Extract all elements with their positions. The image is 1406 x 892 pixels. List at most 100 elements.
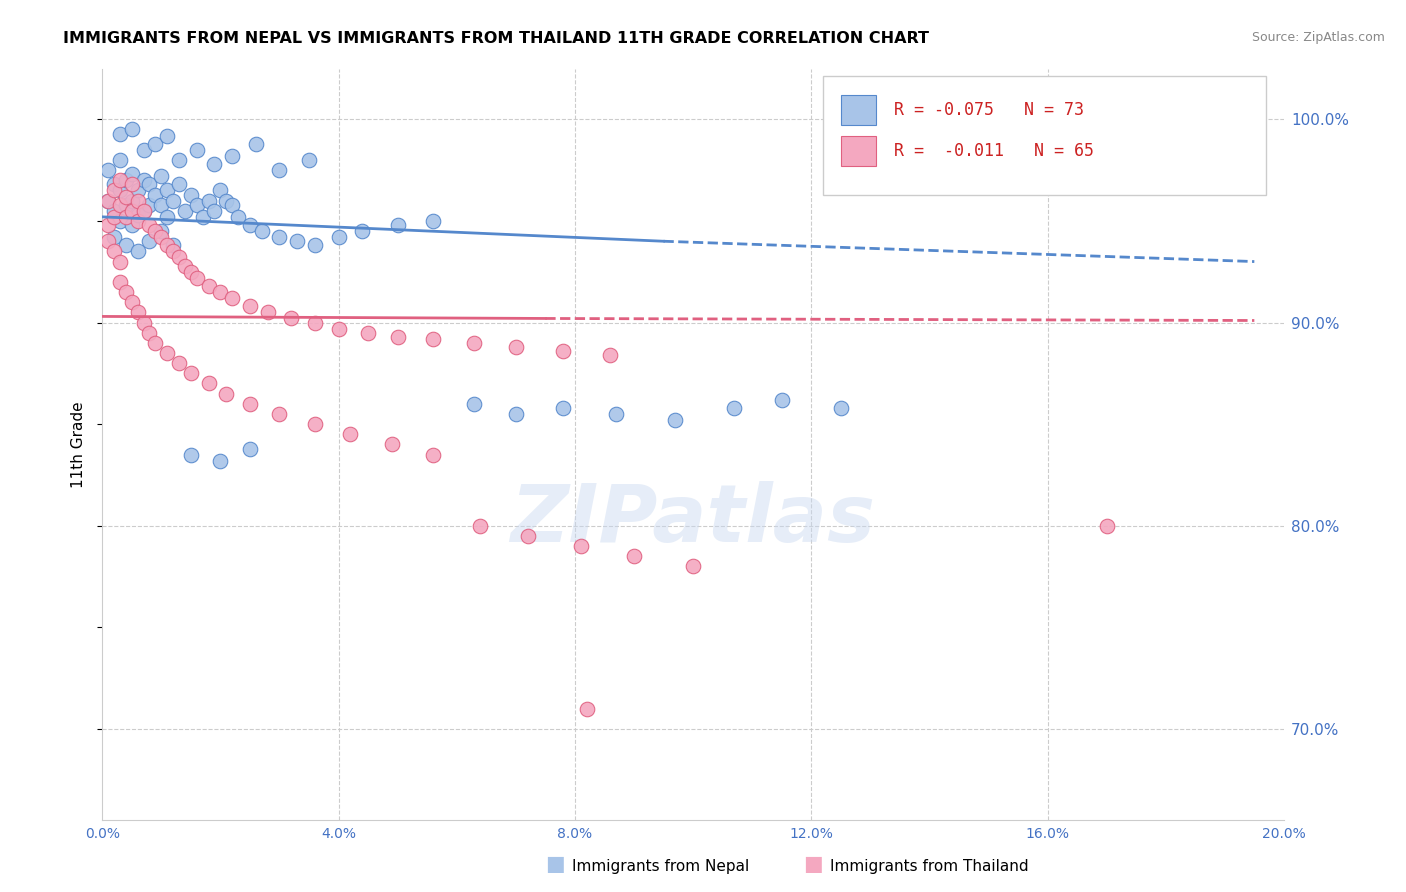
Point xyxy=(280,311,302,326)
Point xyxy=(180,448,202,462)
Point xyxy=(470,518,492,533)
Bar xyxy=(841,95,876,125)
Point xyxy=(145,224,167,238)
Point xyxy=(422,448,444,462)
Point xyxy=(174,259,197,273)
Point xyxy=(127,184,149,198)
Point xyxy=(156,210,179,224)
Point xyxy=(121,122,143,136)
Point xyxy=(167,356,190,370)
Point xyxy=(186,197,208,211)
Point xyxy=(167,251,190,265)
Point xyxy=(138,197,160,211)
Point xyxy=(115,238,138,252)
Point xyxy=(162,244,184,259)
Point xyxy=(245,136,267,151)
Point xyxy=(97,194,120,208)
Point xyxy=(103,244,125,259)
Text: Immigrants from Thailand: Immigrants from Thailand xyxy=(830,859,1028,874)
Point xyxy=(145,335,167,350)
Point xyxy=(339,427,361,442)
Point xyxy=(127,244,149,259)
Point xyxy=(108,275,131,289)
Point xyxy=(239,397,262,411)
Point xyxy=(150,169,173,184)
Point xyxy=(108,153,131,167)
Point xyxy=(664,413,686,427)
Point xyxy=(97,163,120,178)
Point xyxy=(97,218,120,232)
Point xyxy=(269,230,291,244)
Point xyxy=(108,254,131,268)
Point xyxy=(269,407,291,421)
Text: R =  -0.011   N = 65: R = -0.011 N = 65 xyxy=(894,142,1094,161)
Point xyxy=(97,194,120,208)
FancyBboxPatch shape xyxy=(823,76,1267,194)
Point xyxy=(138,326,160,340)
Point xyxy=(505,340,527,354)
Point xyxy=(298,153,321,167)
Point xyxy=(304,316,326,330)
Point xyxy=(682,559,704,574)
Point xyxy=(150,224,173,238)
Point xyxy=(197,194,219,208)
Point xyxy=(204,203,226,218)
Point xyxy=(226,210,249,224)
Point xyxy=(103,178,125,192)
Point xyxy=(121,295,143,310)
Text: R = -0.075   N = 73: R = -0.075 N = 73 xyxy=(894,101,1084,119)
Point xyxy=(108,173,131,187)
Point xyxy=(352,224,374,238)
Point xyxy=(463,397,485,411)
Point xyxy=(127,214,149,228)
Point xyxy=(145,136,167,151)
Point xyxy=(115,285,138,299)
Point xyxy=(285,234,308,248)
Point xyxy=(162,238,184,252)
Point xyxy=(1095,518,1118,533)
Point xyxy=(197,279,219,293)
Point xyxy=(132,173,155,187)
Point xyxy=(605,407,627,421)
Point xyxy=(304,417,326,431)
Text: Immigrants from Nepal: Immigrants from Nepal xyxy=(572,859,749,874)
Point xyxy=(156,128,179,143)
Point xyxy=(186,270,208,285)
Point xyxy=(108,184,131,198)
Point xyxy=(387,330,409,344)
Point xyxy=(204,157,226,171)
Point xyxy=(209,285,232,299)
Point xyxy=(108,197,131,211)
Point xyxy=(422,214,444,228)
Point xyxy=(381,437,404,451)
Point xyxy=(770,392,793,407)
Point xyxy=(156,184,179,198)
Point xyxy=(156,238,179,252)
Point xyxy=(551,401,574,415)
Point xyxy=(250,224,273,238)
Point xyxy=(569,539,592,553)
Point xyxy=(174,203,197,218)
Point xyxy=(215,194,238,208)
Point xyxy=(108,214,131,228)
Point xyxy=(121,194,143,208)
Point xyxy=(127,194,149,208)
Point xyxy=(516,529,538,543)
Point xyxy=(132,143,155,157)
Point xyxy=(328,321,350,335)
Point xyxy=(103,230,125,244)
Point xyxy=(167,153,190,167)
Bar xyxy=(841,136,876,166)
Point xyxy=(623,549,645,564)
Point xyxy=(115,189,138,203)
Point xyxy=(387,218,409,232)
Point xyxy=(239,442,262,456)
Point xyxy=(197,376,219,391)
Point xyxy=(463,335,485,350)
Point xyxy=(357,326,380,340)
Point xyxy=(121,218,143,232)
Point xyxy=(127,305,149,319)
Text: ZIPatlas: ZIPatlas xyxy=(510,481,876,558)
Point xyxy=(97,234,120,248)
Point xyxy=(239,299,262,313)
